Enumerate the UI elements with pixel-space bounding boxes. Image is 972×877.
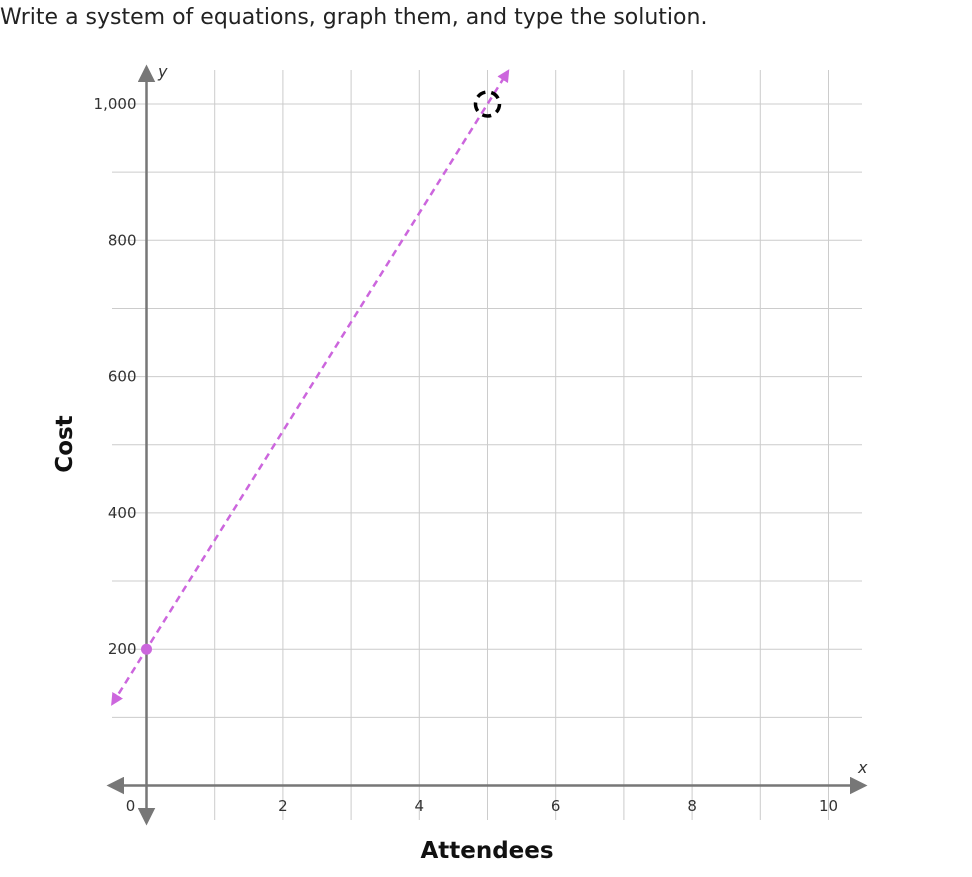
question-prompt: Write a system of equations, graph them,…: [0, 5, 708, 30]
series[interactable]: [111, 69, 510, 706]
x-tick-label: 0: [126, 797, 136, 815]
y-tick-label: 400: [108, 504, 137, 522]
y-axis-title: Cost: [52, 415, 78, 472]
y-axis-variable: y: [157, 62, 168, 81]
x-axis-title: Attendees: [420, 838, 553, 864]
x-tick-label: 8: [687, 797, 697, 815]
x-tick-label: 10: [819, 797, 838, 815]
y-tick-label: 1,000: [94, 95, 137, 113]
y-tick-label: 800: [108, 231, 137, 249]
x-tick-label: 2: [278, 797, 288, 815]
series-line[interactable]: [111, 69, 510, 706]
x-tick-label: 4: [415, 797, 425, 815]
y-tick-label: 600: [108, 368, 137, 386]
tick-labels: 0 2 4 6 8 10 200 400 600 800 1,000: [94, 95, 839, 815]
grid-lines: [112, 70, 862, 820]
y-tick-label: 200: [108, 640, 137, 658]
x-axis-variable: x: [857, 758, 868, 777]
cursor-target[interactable]: [473, 90, 502, 118]
series-point[interactable]: [141, 643, 152, 655]
target-point-marker[interactable]: [473, 90, 502, 118]
x-tick-label: 6: [551, 797, 561, 815]
